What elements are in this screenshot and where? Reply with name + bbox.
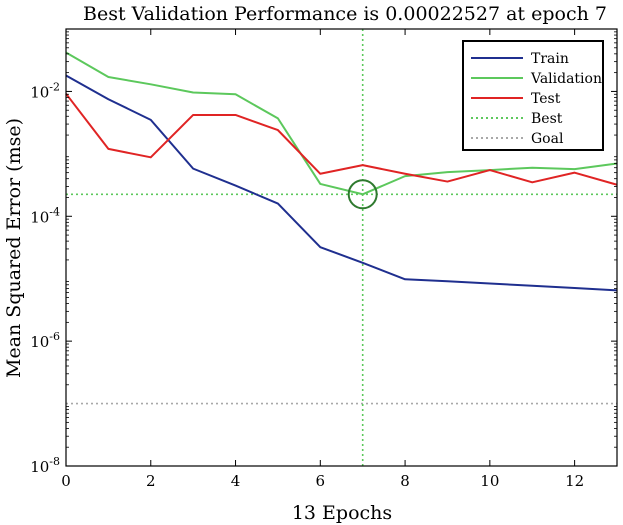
x-tick-label: 0 xyxy=(61,472,71,490)
axes-box xyxy=(65,28,618,467)
y-tick-label: 10-6 xyxy=(30,330,60,351)
legend-item-validation: Validation xyxy=(471,71,602,87)
legend-box xyxy=(462,40,604,151)
legend-label: Best xyxy=(531,111,563,127)
series-line-train xyxy=(65,74,618,292)
legend-label: Train xyxy=(531,51,569,67)
series-line-test xyxy=(65,93,618,186)
y-tick-label: 10-8 xyxy=(30,455,60,476)
x-axis-label: 13 Epochs xyxy=(292,502,392,524)
x-tick-label: 12 xyxy=(565,472,584,490)
legend-label: Validation xyxy=(530,71,602,87)
plot-area: 0 2 4 6 8 10 12 10-8 10-6 10-4 10-2 Train Validation… xyxy=(30,28,618,490)
legend-item-best: Best xyxy=(471,111,563,127)
x-tick-label: 2 xyxy=(146,472,156,490)
best-point-marker xyxy=(347,179,378,210)
x-tick-label: 8 xyxy=(400,472,410,490)
legend-label: Test xyxy=(531,91,561,107)
legend-item-goal: Goal xyxy=(471,131,564,147)
legend: Train Validation Test Best Goal xyxy=(462,40,604,151)
legend-item-test: Test xyxy=(471,91,561,107)
y-axis-label: Mean Squared Error (mse) xyxy=(3,118,25,378)
series-line-validation xyxy=(65,51,618,196)
legend-label: Goal xyxy=(531,131,564,147)
x-tick-label: 4 xyxy=(231,472,241,490)
x-tick-label: 6 xyxy=(316,472,326,490)
chart-title: Best Validation Performance is 0.0002252… xyxy=(83,3,607,25)
y-tick-label: 10-2 xyxy=(30,80,60,101)
y-tick-label: 10-4 xyxy=(30,205,60,226)
legend-item-train: Train xyxy=(471,51,569,67)
x-tick-label: 10 xyxy=(480,472,499,490)
